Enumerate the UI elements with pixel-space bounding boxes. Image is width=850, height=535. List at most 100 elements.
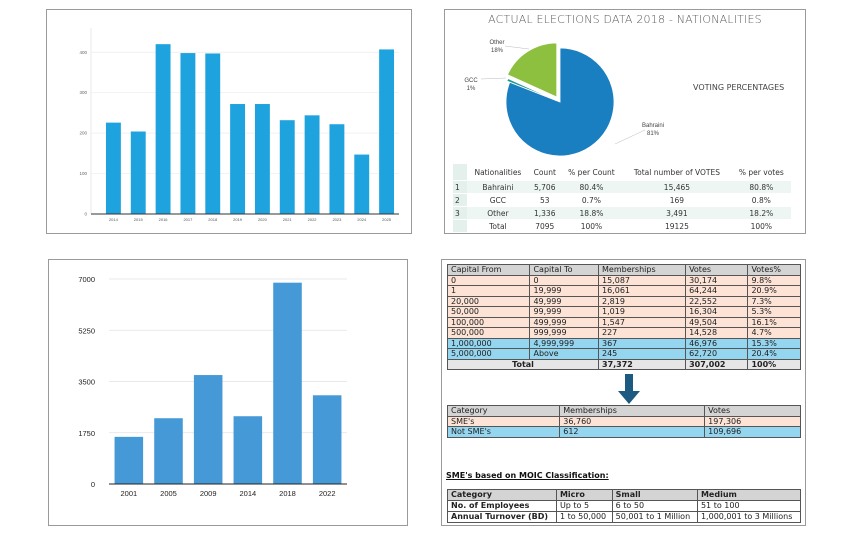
- moic-classification-title: SME's based on MOIC Classification:: [446, 471, 609, 480]
- table-row: 100,000 499,999 1,547 49,504 16.1%: [446, 316, 801, 328]
- table-cell: 1,000,001 to 3 Millions: [696, 511, 802, 523]
- x-tick-label: 2022: [319, 489, 336, 498]
- x-tick-label: 2019: [233, 217, 243, 222]
- table-row: 1,000,000 4,999,999 367 46,976 15.3%: [446, 337, 801, 349]
- table-cell: 3: [453, 206, 467, 220]
- table-cell: 16,061: [597, 285, 687, 297]
- table-cell: SME's: [446, 415, 561, 427]
- bar-2024: [354, 154, 370, 214]
- table-cell: 5,000,000: [446, 348, 531, 360]
- table-cell: 500,000: [446, 327, 531, 339]
- table-header-cell: Votes: [685, 264, 749, 276]
- table-cell: 19,999: [529, 285, 599, 297]
- table-cell: 227: [597, 327, 687, 339]
- table-header-cell: Medium: [696, 489, 802, 501]
- table-cell: 1,547: [597, 316, 687, 328]
- x-tick-label: 2016: [159, 217, 169, 222]
- table-cell: 1 to 50,000: [555, 511, 613, 523]
- bar-2014: [233, 416, 263, 484]
- y-tick-label: 400: [79, 50, 87, 55]
- yearly-bar-chart-panel: 0 100 200 300 400 2014 2015 2016 2017 2018 2019 202…: [46, 9, 412, 234]
- pie-slice-other: [507, 42, 558, 98]
- table-cell: 20.9%: [747, 285, 801, 297]
- table-cell: 49,504: [685, 316, 749, 328]
- x-tick-label: 2017: [183, 217, 193, 222]
- x-tick-label: 2018: [208, 217, 218, 222]
- table-cell: 64,244: [685, 285, 749, 297]
- table-cell: 15,465: [622, 180, 732, 194]
- table-header-cell: % per votes: [731, 164, 791, 181]
- y-tick-label: 0: [84, 212, 87, 217]
- bar-2017: [180, 53, 196, 214]
- table-cell: Up to 5: [555, 500, 613, 512]
- election-year-bar-chart-panel: 0 1750 3500 5250 7000 2001 2005 2009 2014 2018 202…: [48, 259, 408, 526]
- pie-label-name: Other: [489, 40, 504, 46]
- table-row: SME's 36,760 197,306: [446, 415, 801, 427]
- table-cell: 1,000,000: [446, 337, 531, 349]
- table-header-cell: Category: [446, 405, 561, 417]
- table-header-cell: Small: [611, 489, 698, 501]
- table-cell: 51 to 100: [696, 500, 802, 512]
- table-cell: 9.8%: [747, 274, 801, 286]
- table-cell: Not SME's: [446, 426, 561, 438]
- bar-2001: [114, 436, 144, 484]
- table-row: 3 Other 1,336 18.8% 3,491 18.2%: [453, 206, 791, 220]
- pie-subtitle: VOTING PERCENTAGES: [693, 83, 785, 92]
- yearly-bar-chart: 0 100 200 300 400 2014 2015 2016 2017 2018 2019 202…: [79, 28, 399, 222]
- table-row: 0 0 15,087 30,174 9.8%: [446, 274, 801, 286]
- table-header-row: Category Memberships Votes: [446, 405, 801, 417]
- pie-label-pct: 1%: [467, 86, 476, 92]
- y-tick-label: 100: [79, 171, 87, 176]
- table-cell: 53: [528, 193, 561, 207]
- table-header-row: Category Micro Small Medium: [447, 489, 802, 501]
- down-arrow-icon: [618, 374, 640, 404]
- table-cell: 1,019: [597, 306, 687, 318]
- table-header-cell: Memberships: [559, 405, 706, 417]
- bar-2020: [254, 104, 270, 214]
- table-header-cell: [453, 164, 467, 181]
- leader-line: [614, 129, 646, 145]
- bar-2015: [130, 131, 146, 214]
- table-header-row: Capital From Capital To Memberships Votes Vo…: [446, 264, 801, 276]
- table-cell: 14,528: [685, 327, 749, 339]
- table-row: 2 GCC 53 0.7% 169 0.8%: [453, 193, 791, 207]
- table-cell: 20,000: [446, 295, 531, 307]
- table-cell: 0.7%: [560, 193, 623, 207]
- table-header-cell: Capital To: [529, 264, 599, 276]
- table-cell: 80.8%: [731, 180, 791, 194]
- total-votes: 307,002: [685, 358, 749, 370]
- table-cell: 50,000: [446, 306, 531, 318]
- table-cell: Other: [467, 206, 529, 220]
- pie-label-name: GCC: [464, 78, 478, 84]
- table-total-row: Total 37,372 307,002 100%: [447, 358, 801, 370]
- table-total-row: Total 7095 100% 19125 100%: [453, 219, 791, 233]
- leader-line: [504, 45, 530, 50]
- bar-2025: [379, 49, 395, 214]
- y-tick-label: 3500: [78, 378, 95, 387]
- pie-label-pct: 81%: [647, 131, 660, 137]
- table-cell: 100%: [731, 219, 791, 233]
- bar-2009: [193, 375, 223, 484]
- table-cell: 367: [597, 337, 687, 349]
- bar-2018: [273, 282, 302, 484]
- table-cell: 5.3%: [747, 306, 801, 318]
- table-header-cell: Nationalities: [467, 164, 529, 181]
- table-row: 20,000 49,999 2,819 22,552 7.3%: [446, 295, 801, 307]
- table-cell: Bahraini: [467, 180, 529, 194]
- table-cell: 7.3%: [747, 295, 801, 307]
- table-cell: 100%: [560, 219, 623, 233]
- table-header-cell: Capital From: [446, 264, 531, 276]
- y-tick-label: 5250: [78, 326, 95, 335]
- table-cell: 612: [559, 426, 706, 438]
- table-row: Annual Turnover (BD) 1 to 50,000 50,001 to…: [447, 511, 802, 523]
- table-header-cell: Memberships: [597, 264, 687, 276]
- capital-tables-panel: Capital From Capital To Memberships Votes Vo…: [441, 259, 806, 526]
- bar-2005: [154, 418, 183, 484]
- sme-summary-table: Category Memberships Votes SME's 36,760 197,3…: [446, 405, 801, 438]
- table-cell: 4,999,999: [529, 337, 599, 349]
- table-cell: 18.2%: [731, 206, 791, 220]
- pie-chart-title: ACTUAL ELECTIONS DATA 2018 - NATIONALITI…: [488, 13, 762, 26]
- bar-2016: [155, 44, 171, 214]
- table-cell: 16,304: [685, 306, 749, 318]
- bar-2018: [205, 53, 221, 215]
